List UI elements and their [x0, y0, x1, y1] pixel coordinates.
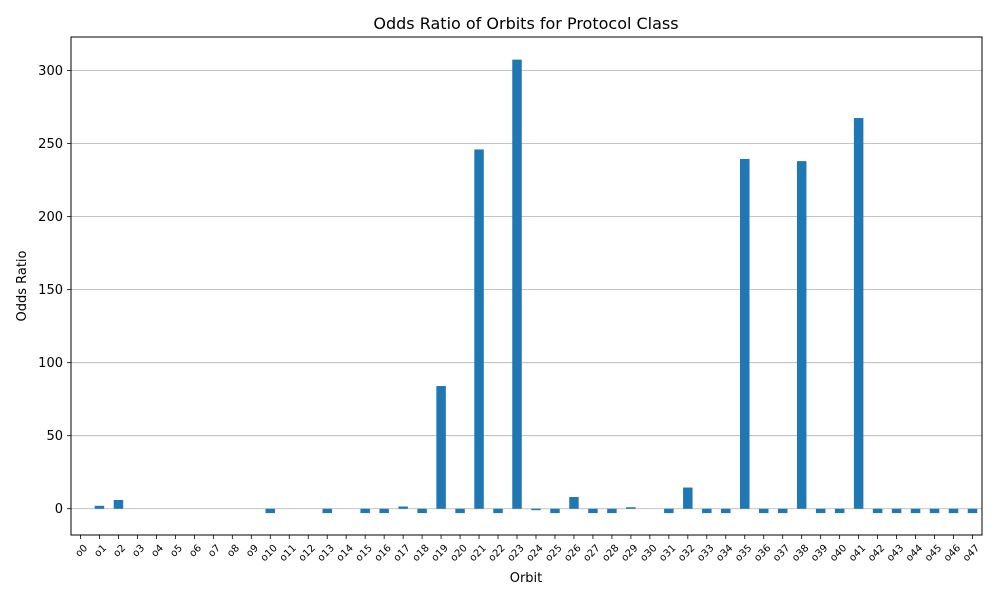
bar-o35: [740, 158, 750, 509]
y-tick-label: 150: [38, 283, 63, 298]
bar-o46: [948, 508, 959, 514]
y-tick-label: 50: [46, 429, 63, 444]
bar-o1: [94, 505, 105, 509]
bar-o18: [417, 508, 427, 514]
bar-o36: [758, 508, 769, 514]
y-tick-label: 0: [55, 502, 63, 517]
bar-o27: [588, 508, 598, 514]
y-tick-label: 300: [38, 64, 63, 79]
bar-o23: [512, 59, 522, 509]
bar-o25: [550, 508, 560, 514]
bar-o17: [398, 506, 408, 509]
y-tick-label: 100: [38, 356, 63, 371]
y-tick-label: 250: [38, 137, 63, 152]
bar-o28: [607, 508, 617, 514]
bar-o45: [929, 508, 940, 514]
bar-o2: [113, 499, 124, 509]
bar-o43: [891, 508, 902, 514]
bar-o40: [834, 508, 845, 514]
bar-o47: [967, 508, 978, 514]
bar-o19: [436, 386, 446, 509]
bar-o15: [360, 508, 370, 514]
bar-o26: [569, 497, 579, 509]
bar-o29: [626, 507, 636, 509]
chart-title: Odds Ratio of Orbits for Protocol Class: [373, 14, 678, 33]
bar-o10: [265, 508, 276, 514]
bar-o34: [721, 508, 731, 514]
y-axis-label: Odds Ratio: [15, 250, 30, 321]
bar-o21: [474, 149, 484, 509]
bar-o31: [664, 508, 674, 514]
bar-o13: [322, 508, 332, 514]
bar-o37: [777, 508, 788, 514]
bar-o42: [872, 508, 883, 514]
bar-o22: [493, 508, 503, 514]
y-tick-label: 200: [38, 210, 63, 225]
plot-frame: [70, 36, 983, 536]
bars: [94, 59, 978, 514]
bar-o41: [853, 118, 864, 509]
bar-o32: [683, 487, 693, 509]
y-axis-ticks: 0 50 100 150 200 250 300: [38, 64, 71, 517]
bar-o38: [796, 161, 807, 509]
bar-o20: [455, 508, 465, 514]
bar-o33: [702, 508, 712, 514]
bar-o16: [379, 508, 389, 514]
bar-o24: [531, 508, 541, 511]
gridlines: [71, 70, 982, 510]
bar-o39: [815, 508, 826, 514]
bar-o44: [910, 508, 921, 514]
x-axis-label: Orbit: [510, 571, 543, 586]
